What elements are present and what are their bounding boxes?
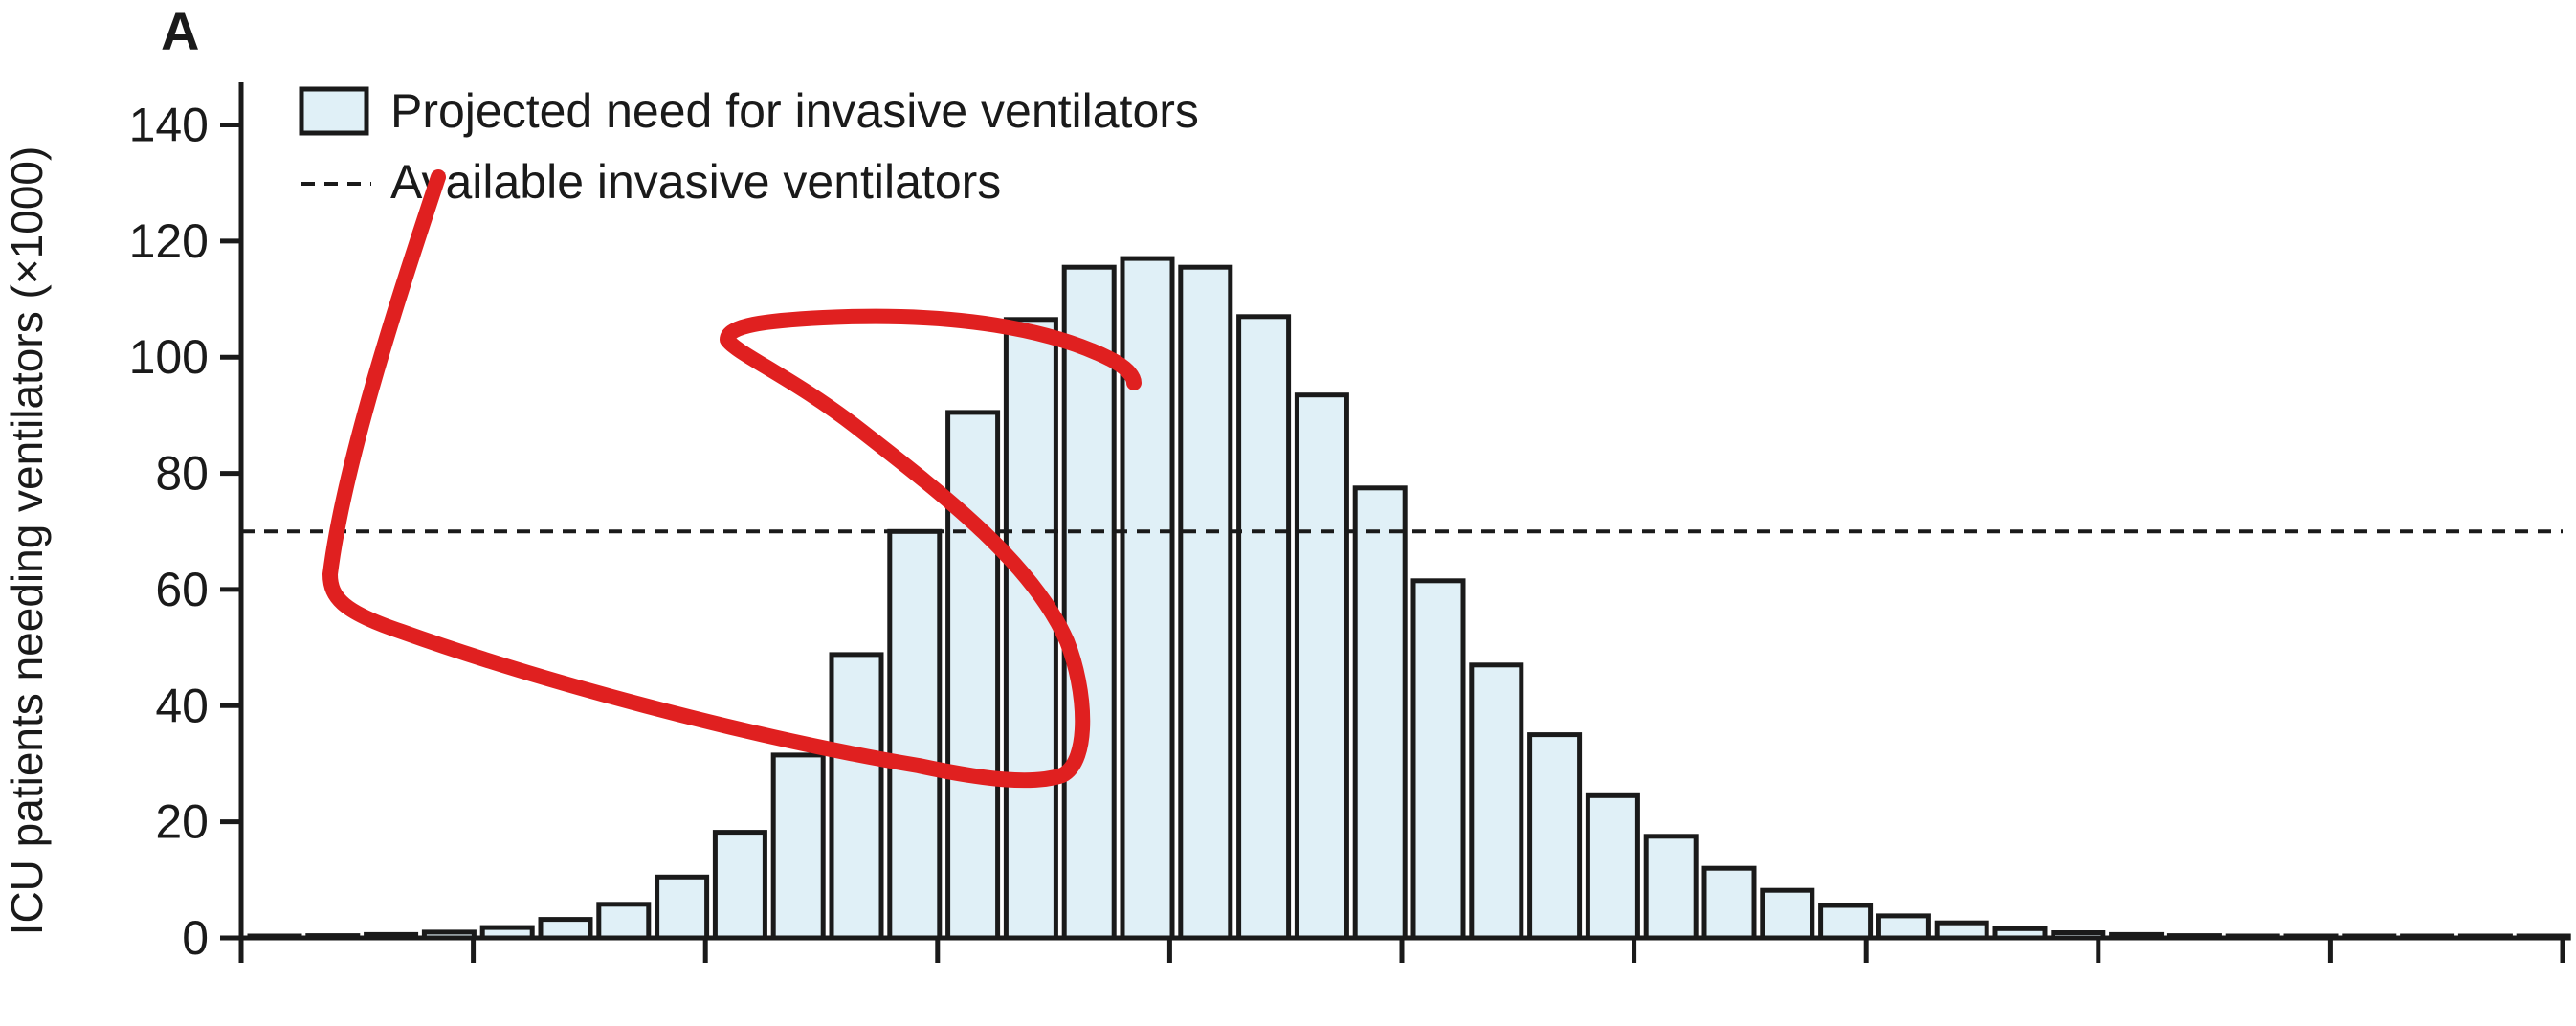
- bar-6: [538, 917, 593, 941]
- bar-11: [829, 652, 884, 941]
- bars-group: [247, 256, 2571, 941]
- legend: Projected need for invasive ventilators …: [299, 84, 1199, 209]
- y-tick-label-0: 0: [182, 911, 209, 965]
- bar-28: [1818, 903, 1874, 941]
- bar-14: [1003, 317, 1058, 941]
- bar-27: [1760, 887, 1815, 941]
- y-tick-label-60: 60: [155, 563, 209, 616]
- bar-12: [887, 528, 943, 941]
- bar-15: [1061, 264, 1117, 941]
- bar-10: [770, 752, 826, 941]
- bar-16: [1120, 256, 1175, 941]
- y-tick-label-20: 20: [155, 795, 209, 849]
- y-tick-label-100: 100: [129, 330, 209, 384]
- bar-9: [712, 830, 767, 941]
- legend-label-available-ventilators: Available invasive ventilators: [390, 155, 1001, 209]
- bar-19: [1294, 392, 1349, 941]
- bar-7: [596, 902, 652, 941]
- axes-group: 0 20 40 60 80 100 120 140: [129, 82, 2565, 965]
- bar-26: [1701, 865, 1757, 941]
- panel-label: A: [161, 1, 199, 61]
- y-axis-label: ICU patients needing ventilators (×1000): [2, 146, 52, 936]
- bar-22: [1469, 662, 1524, 941]
- bar-18: [1236, 314, 1292, 941]
- bar-8: [655, 874, 710, 941]
- y-tick-label-40: 40: [155, 679, 209, 732]
- bar-21: [1410, 578, 1466, 941]
- bar-24: [1585, 792, 1640, 941]
- bar-23: [1527, 732, 1583, 941]
- bar-29: [1876, 913, 1931, 941]
- legend-bar-swatch: [299, 86, 369, 136]
- bar-25: [1643, 834, 1699, 941]
- bar-13: [945, 410, 1001, 941]
- y-tick-label-120: 120: [129, 214, 209, 268]
- bar-20: [1352, 485, 1408, 941]
- y-tick-label-140: 140: [129, 99, 209, 152]
- red-scribble-annotation: [322, 169, 1142, 789]
- legend-label-projected-need: Projected need for invasive ventilators: [390, 84, 1199, 138]
- bar-17: [1178, 264, 1233, 941]
- y-tick-label-80: 80: [155, 447, 209, 501]
